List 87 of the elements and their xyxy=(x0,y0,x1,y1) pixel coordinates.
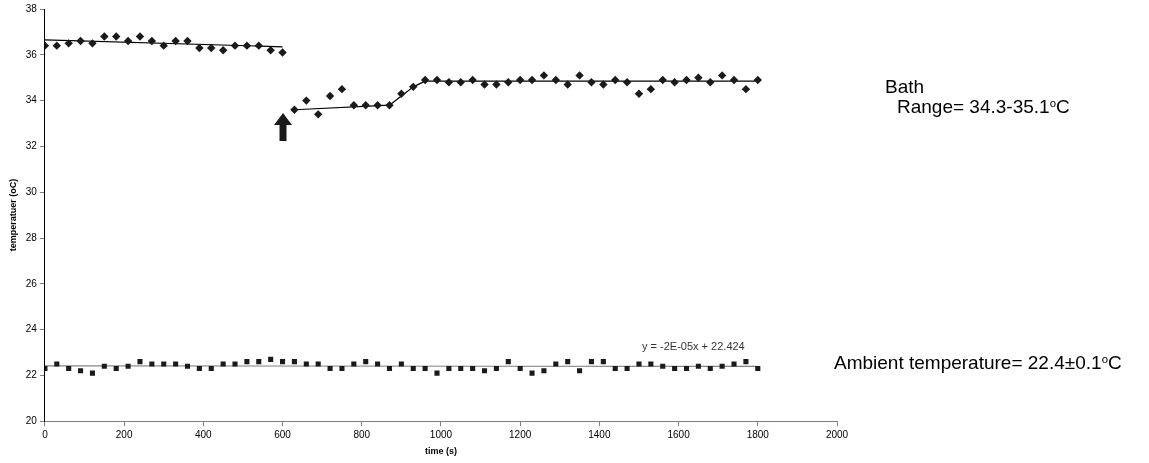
y-tick-label: 26 xyxy=(25,277,38,289)
point xyxy=(337,84,347,94)
point xyxy=(634,89,644,98)
y-tick-label: 30 xyxy=(25,185,38,197)
point xyxy=(420,75,430,85)
point xyxy=(575,71,584,80)
y-tick-label: 36 xyxy=(25,48,38,60)
point xyxy=(551,75,561,85)
point xyxy=(432,75,442,85)
y-tick-label: 34 xyxy=(25,94,38,106)
y-tick-label: 38 xyxy=(25,2,38,14)
point xyxy=(694,73,703,82)
point xyxy=(64,39,73,48)
x-tick-label: 0 xyxy=(42,428,49,440)
point xyxy=(397,89,406,98)
point xyxy=(207,43,216,53)
point xyxy=(682,75,691,85)
point xyxy=(112,32,121,41)
x-tick-label: 400 xyxy=(194,428,213,440)
x-tick-label: 1000 xyxy=(429,428,453,440)
point xyxy=(587,78,596,87)
point xyxy=(100,32,109,41)
point xyxy=(409,82,418,92)
text: Bath xyxy=(885,76,925,97)
x-tick-label: 600 xyxy=(274,428,292,440)
x-tick-label: 1200 xyxy=(509,428,532,440)
point xyxy=(266,46,275,55)
point xyxy=(468,75,477,85)
text: Range= 34.3-35.1$^{o}$C xyxy=(897,96,1070,117)
x-tick-label: 1400 xyxy=(588,428,611,440)
point xyxy=(611,75,620,85)
point xyxy=(302,96,311,105)
annotation: Ambient temperature= 22.4±0.1$^{o}$C xyxy=(834,352,1122,374)
point xyxy=(527,75,537,85)
point xyxy=(480,80,489,89)
point xyxy=(658,75,667,85)
point xyxy=(444,78,454,87)
annotation: y = -2E-05x + 22.424 xyxy=(642,340,745,353)
x-tick-label: 1600 xyxy=(667,428,691,440)
point xyxy=(563,80,572,89)
point xyxy=(254,41,263,50)
point xyxy=(504,78,513,87)
y-tick-label: 24 xyxy=(25,323,38,335)
point xyxy=(646,84,656,94)
x-tick-label: 200 xyxy=(115,428,133,440)
point xyxy=(515,75,525,85)
point xyxy=(218,46,228,55)
point xyxy=(717,71,727,80)
point xyxy=(195,43,204,53)
point xyxy=(52,41,61,50)
point xyxy=(741,84,751,94)
point xyxy=(729,75,739,85)
x-tick-label: 2000 xyxy=(825,428,849,440)
point xyxy=(456,78,465,87)
point xyxy=(492,80,501,89)
x-tick-label: 800 xyxy=(353,428,371,440)
point xyxy=(385,100,394,110)
point xyxy=(706,78,715,87)
point xyxy=(753,75,762,85)
point xyxy=(242,41,252,50)
point xyxy=(599,80,608,89)
point xyxy=(313,110,323,119)
x-tick-label: 1800 xyxy=(746,428,770,440)
point xyxy=(373,100,382,110)
point xyxy=(325,91,335,101)
point xyxy=(88,39,97,48)
point xyxy=(349,100,359,110)
y-tick-label: 22 xyxy=(25,369,38,381)
point xyxy=(147,36,157,46)
point xyxy=(76,36,85,46)
y-tick-label: 20 xyxy=(25,414,38,426)
point xyxy=(290,105,299,114)
y-axis-title: temperatuer (oC) xyxy=(7,178,18,252)
point xyxy=(135,32,145,41)
point xyxy=(183,36,192,46)
point xyxy=(123,36,133,46)
y-tick-label: 28 xyxy=(25,231,38,243)
point xyxy=(361,100,370,110)
y-tick-label: 32 xyxy=(25,140,38,152)
point xyxy=(670,78,679,87)
point xyxy=(278,48,287,57)
point xyxy=(622,78,632,87)
point xyxy=(171,36,180,46)
point xyxy=(539,71,549,80)
point xyxy=(230,41,240,50)
x-axis-title: time (s) xyxy=(424,446,457,457)
point xyxy=(159,41,168,50)
